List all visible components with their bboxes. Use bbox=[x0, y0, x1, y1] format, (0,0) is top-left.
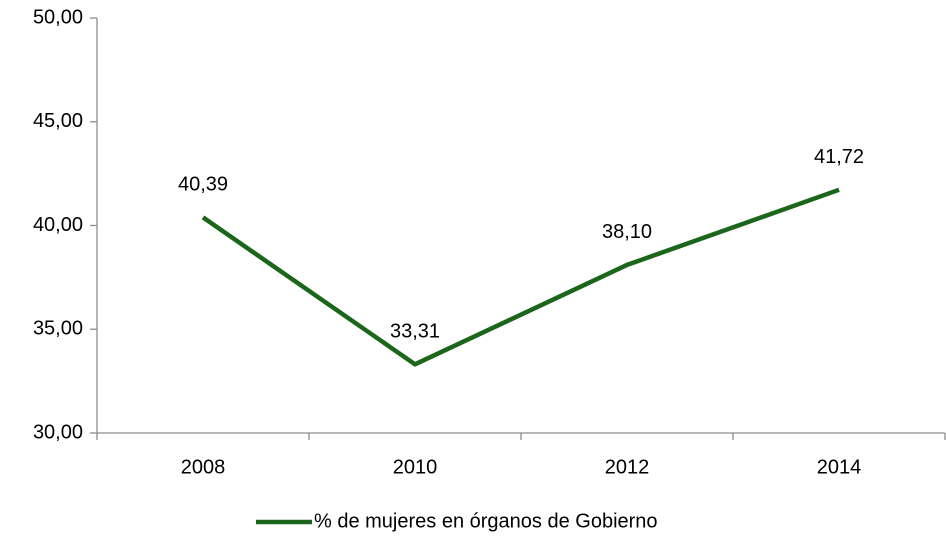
data-label: 41,72 bbox=[814, 146, 864, 168]
y-tick-label: 50,00 bbox=[33, 6, 83, 28]
data-label: 38,10 bbox=[602, 221, 652, 243]
data-label: 40,39 bbox=[178, 174, 228, 196]
y-tick-label: 35,00 bbox=[33, 318, 83, 340]
x-tick-label: 2008 bbox=[181, 456, 226, 478]
x-tick-label: 2010 bbox=[393, 456, 438, 478]
y-tick-label: 45,00 bbox=[33, 110, 83, 132]
y-tick-label: 40,00 bbox=[33, 214, 83, 236]
y-tick-label: 30,00 bbox=[33, 421, 83, 443]
data-label: 33,31 bbox=[390, 321, 440, 343]
x-tick-label: 2014 bbox=[817, 456, 862, 478]
data-line bbox=[201, 187, 840, 367]
x-tick-label: 2012 bbox=[605, 456, 650, 478]
legend-label: % de mujeres en órganos de Gobierno bbox=[314, 510, 658, 532]
